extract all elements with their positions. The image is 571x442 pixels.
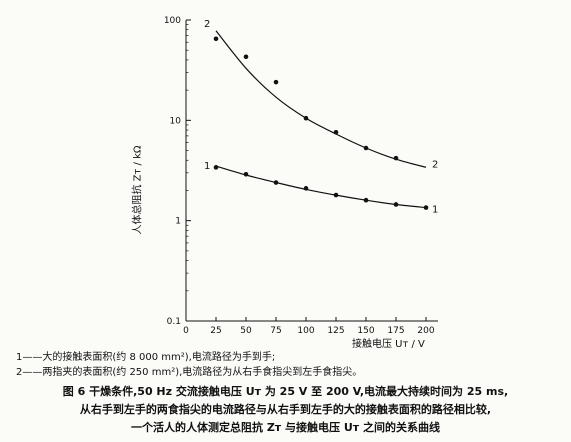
- series-2-point: [333, 129, 339, 135]
- series-1-point: [363, 197, 369, 203]
- series-2-point: [243, 54, 249, 60]
- x-tick-label: 175: [387, 326, 404, 336]
- x-tick-label: 150: [357, 326, 374, 336]
- note-1: 1——大的接触表面积(约 8 000 mm²),电流路径为手到手;: [16, 352, 276, 363]
- series-1-point: [393, 202, 399, 207]
- series-2-label-end: 2: [432, 159, 438, 170]
- figure-notes: 1——大的接触表面积(约 8 000 mm²),电流路径为手到手; 2——两指夹…: [16, 350, 362, 380]
- series-1-point: [213, 165, 219, 170]
- y-tick-label: 0.1: [167, 317, 181, 327]
- y-tick-label: 1: [175, 217, 181, 227]
- series-1-line: [215, 165, 427, 209]
- y-tick-label: 100: [164, 16, 181, 26]
- x-axis-title: 接触电压 Uᴛ / V: [352, 339, 425, 350]
- chart-marks: 1 1 2 2: [204, 19, 438, 216]
- figure-caption: 图 6 干燥条件,50 Hz 交流接触电压 Uᴛ 为 25 V 至 200 V,…: [0, 383, 571, 437]
- series-2-point: [393, 155, 399, 161]
- x-tick-label: 100: [297, 326, 314, 336]
- series-2-point: [303, 115, 309, 121]
- caption-line-3: 一个活人的人体测定总阻抗 Zᴛ 与接触电压 Uᴛ 之间的关系曲线: [131, 421, 440, 434]
- series-2-point: [363, 145, 369, 151]
- x-tick-label: 125: [327, 326, 344, 336]
- x-tick-label: 75: [270, 326, 281, 336]
- y-tick-label: 10: [170, 116, 182, 126]
- caption-line-1: 图 6 干燥条件,50 Hz 交流接触电压 Uᴛ 为 25 V 至 200 V,…: [62, 385, 509, 398]
- chart-axes: 0.1 1 10 100 0 25 50 75 100 125 150 175 200: [164, 16, 438, 336]
- series-2-line: [215, 30, 427, 168]
- series-2-label-start: 2: [204, 19, 210, 30]
- series-1-point: [303, 186, 309, 191]
- series-1-point: [243, 171, 249, 177]
- series-2-point: [273, 79, 279, 85]
- x-tick-label: 200: [417, 326, 434, 336]
- series-2-point: [213, 36, 219, 42]
- x-tick-label: 50: [240, 326, 252, 336]
- series-1-point: [333, 192, 339, 198]
- caption-line-2: 从右手到左手的两食指尖的电流路径与从右手到左手的大的接触表面积的路径相比较,: [79, 403, 492, 416]
- series-1-point: [423, 205, 429, 210]
- note-2: 2——两指夹的表面积(约 250 mm²),电流路径为从右手食指尖到左手食指尖。: [16, 367, 363, 378]
- x-tick-label: 0: [183, 326, 189, 336]
- y-axis-title: 人体总阻抗 Zᴛ / kΩ: [132, 145, 144, 235]
- series-1-label-start: 1: [204, 161, 210, 172]
- x-tick-label: 25: [210, 326, 221, 336]
- series-1-point: [273, 180, 279, 185]
- series-1-label-end: 1: [432, 205, 438, 216]
